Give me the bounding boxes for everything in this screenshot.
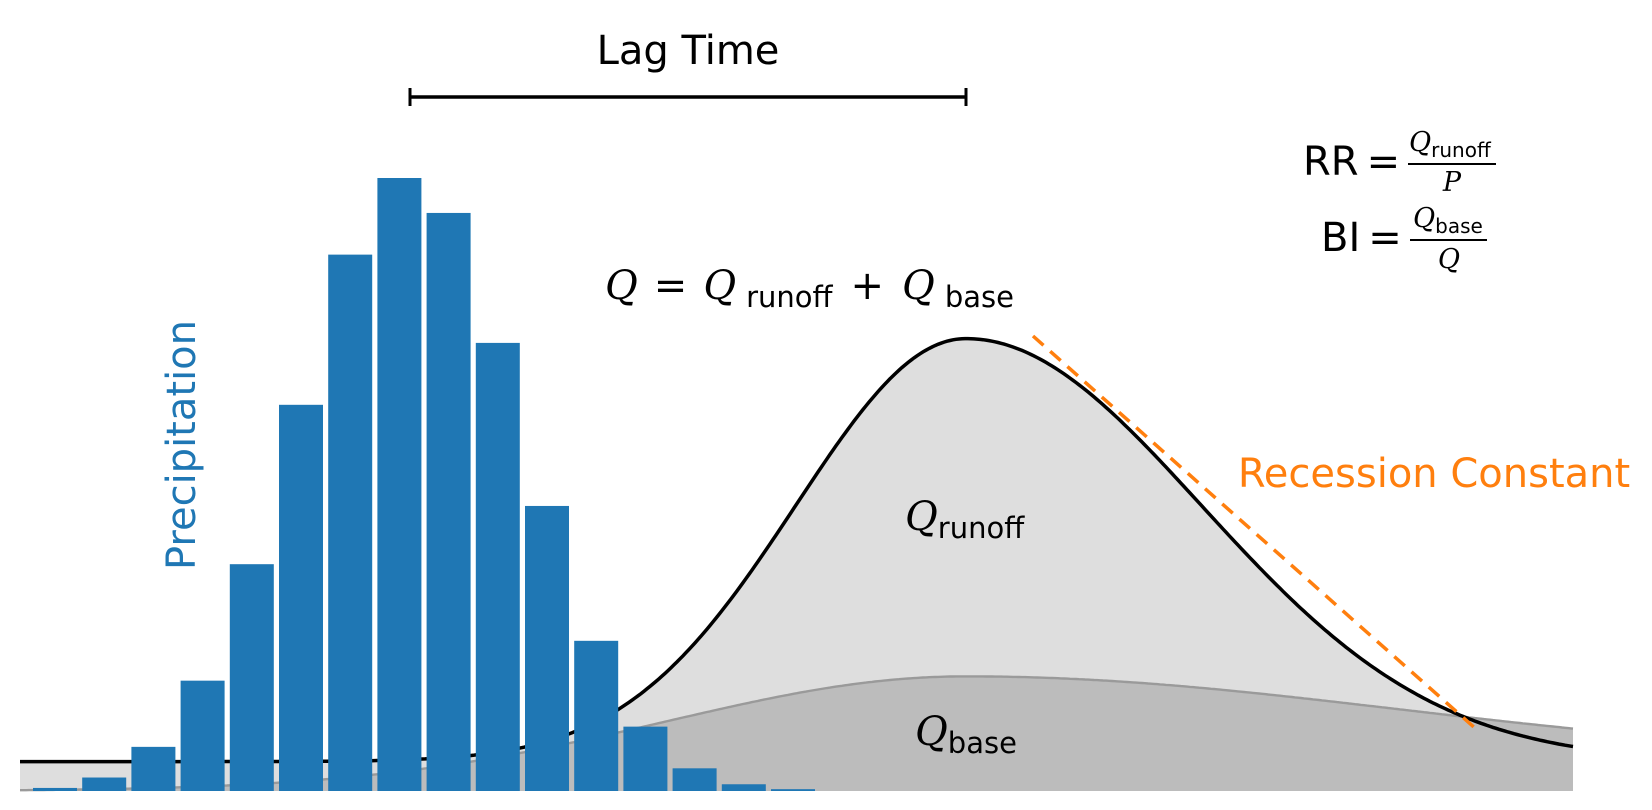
- precipitation-bar: [672, 768, 717, 791]
- precipitation-bar: [33, 787, 77, 791]
- precipitation-bars: [33, 178, 815, 792]
- svg-text:Qbase: Qbase: [1413, 203, 1483, 238]
- precipitation-bar: [82, 777, 127, 791]
- runoff-label: Qrunoff: [905, 494, 1025, 545]
- baseflow-label: Qbase: [915, 709, 1017, 760]
- precipitation-bar: [525, 505, 569, 791]
- precipitation-bar: [475, 342, 520, 791]
- precipitation-bar: [131, 746, 176, 791]
- precipitation-label: Precipitation: [159, 320, 205, 570]
- precipitation-bar: [328, 254, 373, 791]
- precipitation-bar: [229, 564, 274, 791]
- precipitation-bar: [180, 680, 225, 791]
- svg-text:Q: Q: [1438, 244, 1460, 275]
- svg-text:RR=: RR =: [1303, 139, 1400, 185]
- baseflow-index-equation: BI = Qbase Q: [1321, 203, 1487, 275]
- precipitation-bar: [377, 178, 422, 791]
- lag-time-bracket: [408, 88, 968, 106]
- precipitation-bar: [721, 784, 766, 791]
- total-flow-equation: Q = Q runoff + Q base: [605, 263, 1014, 316]
- runoff-ratio-equation: RR = Qrunoff P: [1303, 127, 1496, 198]
- precipitation-bar: [771, 789, 815, 791]
- precipitation-bar: [426, 212, 471, 792]
- precipitation-bar: [279, 404, 323, 791]
- runoff-area: [20, 338, 1573, 791]
- baseflow-area: [20, 676, 1573, 791]
- recession-tangent-line: [1031, 334, 1478, 731]
- precipitation-bar: [574, 640, 619, 791]
- recession-constant-label: Recession Constant: [1238, 451, 1630, 497]
- precipitation-bar: [623, 726, 668, 791]
- svg-text:P: P: [1442, 167, 1462, 198]
- svg-text:Qrunoff: Qrunoff: [1409, 127, 1492, 162]
- svg-text:BI=: BI =: [1321, 215, 1402, 261]
- lag-time-label: Lag Time: [597, 28, 780, 74]
